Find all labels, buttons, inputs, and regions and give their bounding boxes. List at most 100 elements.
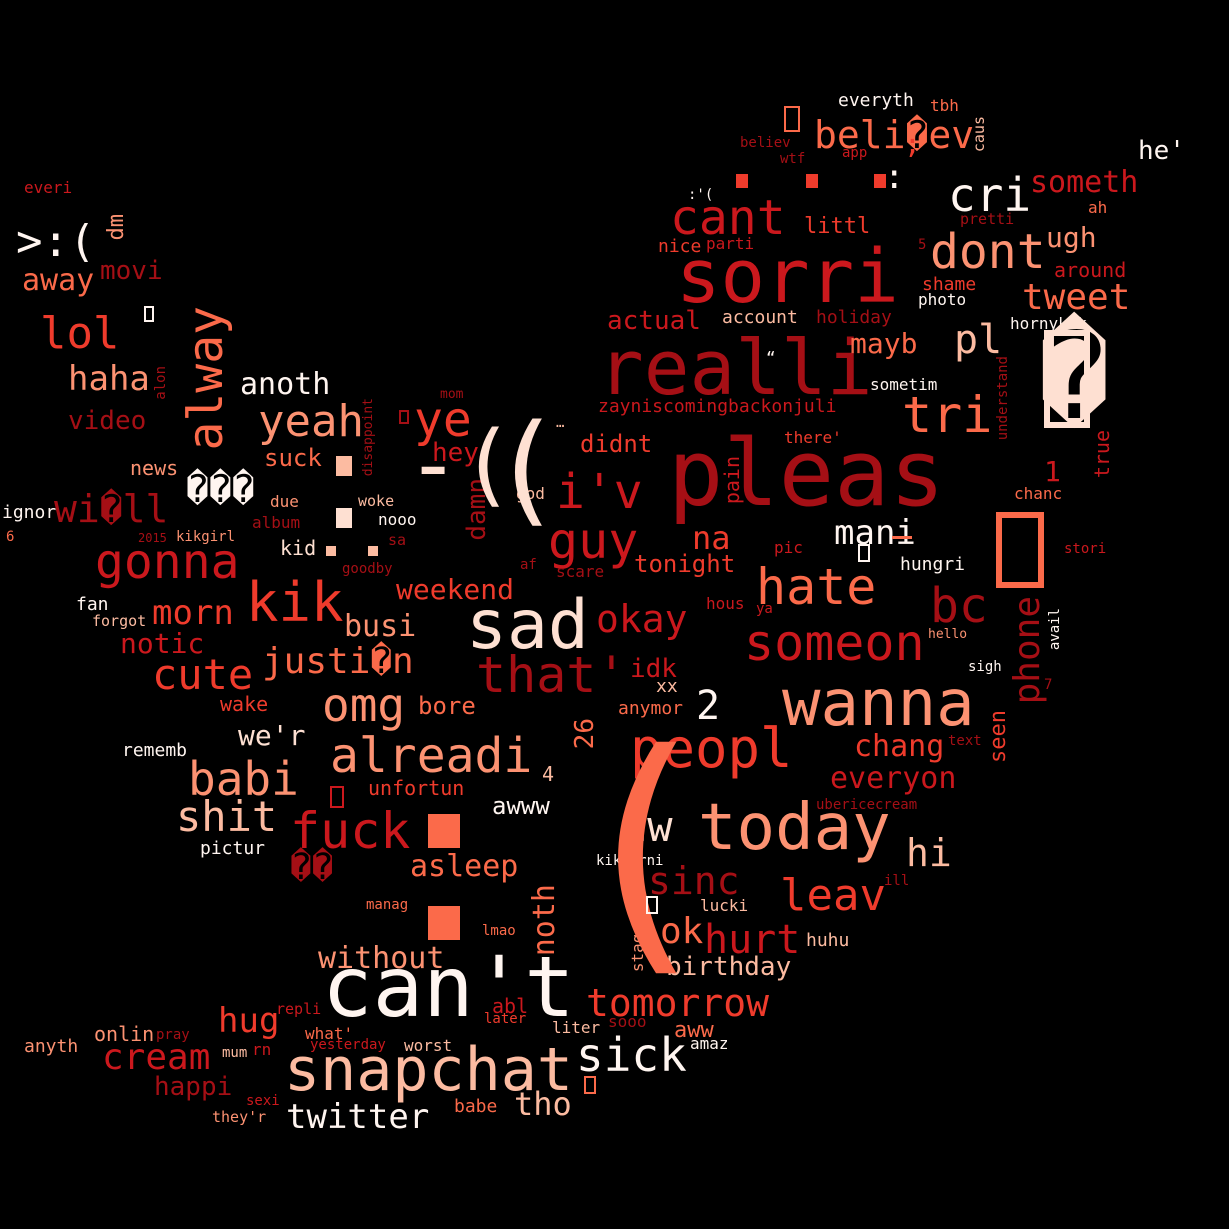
word: without	[318, 941, 445, 976]
word: bore	[418, 692, 476, 720]
word: hate	[756, 558, 877, 616]
word: avail	[1047, 608, 1063, 651]
word: (	[564, 699, 721, 1001]
word: rn	[252, 1040, 272, 1059]
word: anymor	[618, 698, 684, 719]
word: wtf	[780, 151, 806, 167]
word: tonight	[634, 550, 736, 578]
word: kikgirl	[176, 529, 236, 545]
word: hi	[906, 831, 952, 875]
word: kik	[246, 571, 344, 634]
word: notic	[120, 627, 205, 660]
word: beli�ev	[814, 113, 975, 157]
word: today	[698, 791, 891, 865]
word: guy	[548, 512, 639, 570]
glyph-block	[996, 512, 1044, 588]
word: tbh	[930, 96, 959, 115]
word: scare	[556, 562, 605, 581]
word: …	[556, 415, 565, 431]
word: wanna	[782, 667, 975, 741]
word: dm	[104, 214, 129, 241]
word: zayniscomingbackonjuli	[598, 396, 837, 417]
word: album	[252, 513, 301, 532]
word: :'(	[688, 187, 714, 203]
word: hello	[928, 627, 968, 642]
word: ��	[290, 847, 334, 888]
word: okay	[596, 597, 688, 641]
word: morn	[152, 593, 234, 633]
word: holiday	[816, 307, 892, 328]
glyph-block	[1044, 330, 1090, 428]
word: justi�n	[262, 641, 414, 682]
word: fan	[76, 594, 109, 615]
word: idk	[630, 654, 677, 684]
word: sick	[576, 1028, 687, 1082]
word: tri	[902, 386, 993, 444]
glyph-block	[336, 456, 352, 476]
word: cream	[102, 1037, 211, 1078]
word: aww	[674, 1018, 714, 1043]
word: sa	[388, 531, 407, 549]
glyph-block	[336, 508, 352, 528]
word: weekend	[396, 573, 515, 606]
word: wi�ll	[54, 487, 169, 531]
word: ya	[756, 601, 773, 617]
word: littl	[804, 214, 871, 239]
glyph-block	[858, 544, 870, 562]
word: ugh	[1046, 221, 1097, 254]
word: everyth	[838, 90, 914, 111]
word: snapchat	[284, 1035, 573, 1105]
word: text	[948, 733, 982, 749]
word: due	[270, 492, 299, 511]
word: wake	[220, 692, 269, 716]
word: dont	[930, 224, 1046, 280]
word: anoth	[240, 367, 331, 402]
word: goodby	[342, 561, 393, 577]
word: xx	[656, 676, 678, 697]
word: na	[692, 519, 731, 557]
word: 4	[542, 762, 555, 786]
word: fuck	[290, 802, 411, 860]
word: bc	[930, 578, 988, 634]
word: birthday	[666, 952, 792, 982]
word: he'	[1138, 136, 1185, 166]
word: ye	[414, 392, 472, 448]
word: alreadi	[330, 728, 533, 784]
word: 6	[6, 529, 15, 545]
glyph-block	[784, 106, 800, 132]
word: anyth	[24, 1036, 79, 1057]
word: hous	[706, 594, 745, 613]
word: pleas	[668, 420, 945, 527]
word: sometim	[870, 375, 938, 394]
word: alon	[153, 366, 169, 400]
word: suck	[264, 444, 322, 472]
glyph-block	[874, 174, 886, 188]
glyph-block	[144, 306, 154, 322]
word: onlin	[94, 1022, 155, 1046]
word: cute	[152, 650, 254, 699]
word: ���	[186, 467, 255, 511]
word: realli	[598, 323, 873, 412]
glyph-block	[646, 896, 658, 914]
word: shit	[176, 792, 278, 841]
word: everyon	[830, 761, 957, 796]
glyph-block	[368, 546, 378, 556]
word: app	[842, 145, 868, 161]
word: babi	[188, 752, 299, 806]
word: >:(	[16, 216, 96, 267]
word: :	[884, 157, 905, 197]
word: hurt	[704, 917, 801, 963]
glyph-block	[330, 786, 344, 808]
word: seen	[986, 710, 1011, 763]
word: caus	[970, 116, 988, 153]
word: god	[516, 484, 545, 503]
word: they'r	[212, 1108, 267, 1126]
word: pl	[954, 317, 1003, 363]
word: around	[1054, 258, 1127, 282]
word: 5	[918, 237, 927, 253]
word: yeah	[258, 396, 364, 447]
word: happi	[154, 1072, 233, 1102]
word: liter	[552, 1018, 601, 1037]
word: huhu	[806, 930, 850, 951]
word: 7	[1044, 677, 1053, 693]
